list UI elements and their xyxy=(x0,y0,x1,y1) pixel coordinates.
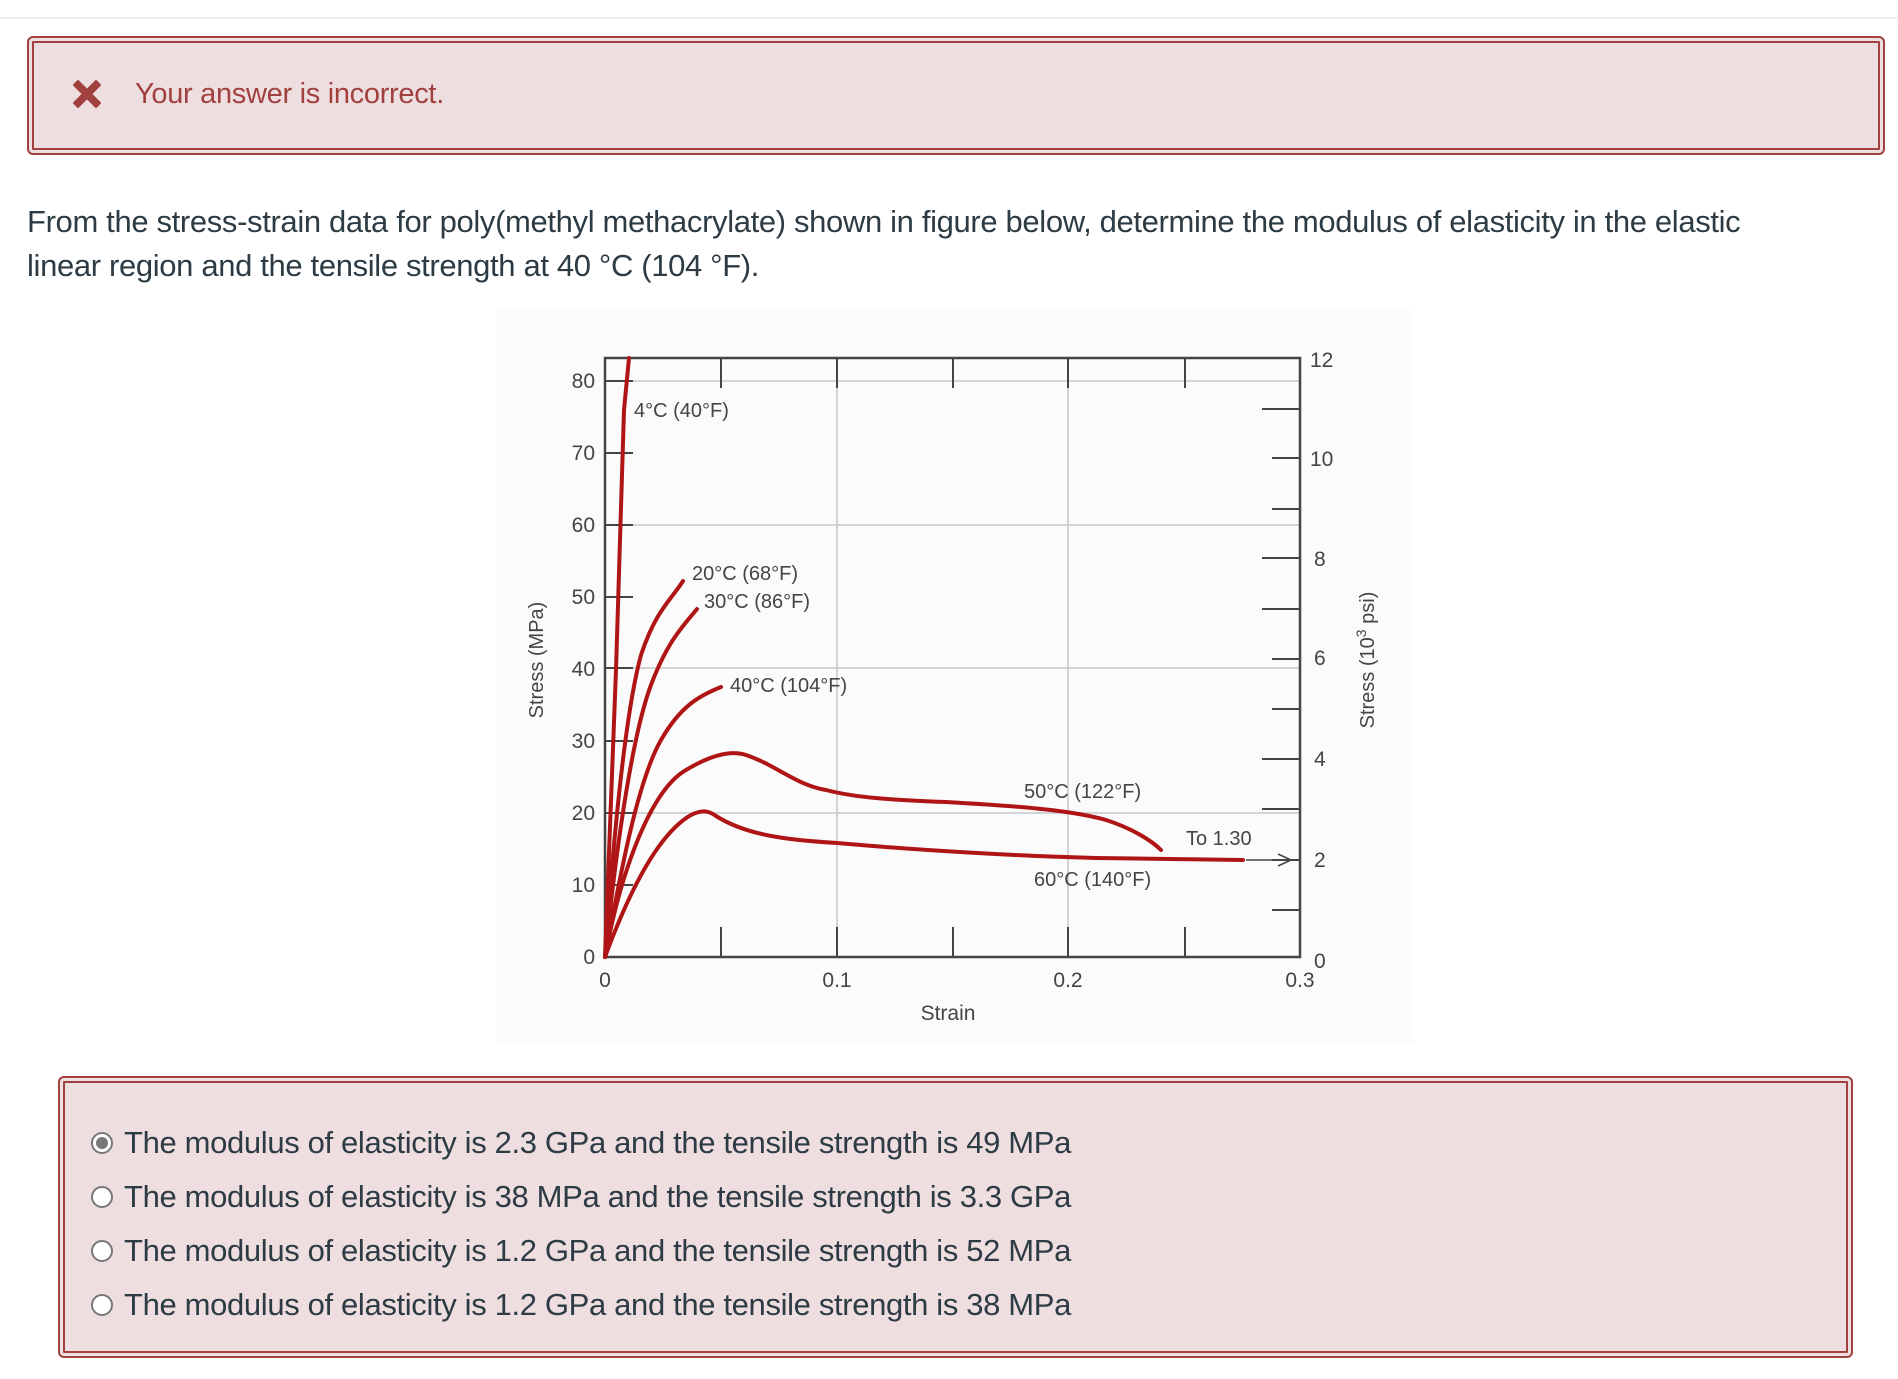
svg-text:0.2: 0.2 xyxy=(1053,969,1082,992)
left-axis-title: Stress (MPa) xyxy=(526,602,548,719)
stress-strain-figure: 0 10 20 30 40 50 60 70 80 0 0.1 0.2 0.3 … xyxy=(496,310,1413,1043)
svg-text:4: 4 xyxy=(1314,748,1326,771)
curve-labels: 4°C (40°F) 20°C (68°F) 30°C (86°F) 40°C … xyxy=(634,400,1252,891)
svg-text:0.1: 0.1 xyxy=(822,969,851,992)
answer-option-1[interactable]: The modulus of elasticity is 2.3 GPa and… xyxy=(91,1120,1071,1166)
grid-lines xyxy=(605,358,1300,957)
label-40c: 40°C (104°F) xyxy=(730,675,847,697)
top-divider xyxy=(0,17,1898,19)
label-60c: 60°C (140°F) xyxy=(1034,869,1151,891)
curve-4c xyxy=(603,356,631,959)
svg-text:12: 12 xyxy=(1310,349,1333,372)
curve-40c xyxy=(603,685,723,959)
feedback-message: Your answer is incorrect. xyxy=(135,78,444,110)
answer-choices: The modulus of elasticity is 2.3 GPa and… xyxy=(58,1076,1853,1358)
question-line-1: From the stress-strain data for poly(met… xyxy=(27,204,1741,239)
svg-text:8: 8 xyxy=(1314,548,1326,571)
question-text: From the stress-strain data for poly(met… xyxy=(27,200,1867,288)
answer-option-label: The modulus of elasticity is 2.3 GPa and… xyxy=(124,1125,1071,1160)
answer-option-label: The modulus of elasticity is 1.2 GPa and… xyxy=(124,1233,1071,1268)
answer-option-3[interactable]: The modulus of elasticity is 1.2 GPa and… xyxy=(91,1228,1071,1274)
stress-strain-chart: 0 10 20 30 40 50 60 70 80 0 0.1 0.2 0.3 … xyxy=(526,349,1379,1025)
incorrect-feedback-banner: Your answer is incorrect. xyxy=(27,36,1885,155)
svg-text:50: 50 xyxy=(572,586,595,609)
right-axis-title: Stress (103 psi) xyxy=(1353,592,1379,729)
answer-option-4[interactable]: The modulus of elasticity is 1.2 GPa and… xyxy=(91,1282,1071,1328)
svg-text:0: 0 xyxy=(1314,950,1326,973)
radio-selected-icon[interactable] xyxy=(91,1132,113,1154)
label-to-1-30: To 1.30 xyxy=(1186,828,1252,850)
svg-text:70: 70 xyxy=(572,442,595,465)
svg-text:0: 0 xyxy=(599,969,611,992)
svg-text:60: 60 xyxy=(572,514,595,537)
svg-text:0: 0 xyxy=(583,946,595,969)
label-20c: 20°C (68°F) xyxy=(692,563,798,585)
svg-text:0.3: 0.3 xyxy=(1285,969,1314,992)
svg-text:10: 10 xyxy=(572,874,595,897)
answer-option-2[interactable]: The modulus of elasticity is 38 MPa and … xyxy=(91,1174,1071,1220)
svg-text:40: 40 xyxy=(572,658,595,681)
svg-text:30: 30 xyxy=(572,730,595,753)
svg-text:10: 10 xyxy=(1310,448,1333,471)
curve-60c xyxy=(603,809,1245,959)
label-30c: 30°C (86°F) xyxy=(704,591,810,613)
axis-ticks xyxy=(605,358,1300,957)
x-mark-icon xyxy=(73,80,101,108)
curve-50c xyxy=(603,751,1163,959)
stress-strain-curves xyxy=(603,356,1245,959)
label-4c: 4°C (40°F) xyxy=(634,400,729,422)
answer-option-label: The modulus of elasticity is 38 MPa and … xyxy=(124,1179,1071,1214)
svg-text:2: 2 xyxy=(1314,849,1326,872)
plot-frame xyxy=(603,356,1302,959)
x-axis-title: Strain xyxy=(921,1002,976,1025)
left-axis-labels: 0 10 20 30 40 50 60 70 80 xyxy=(572,370,595,969)
svg-text:20: 20 xyxy=(572,802,595,825)
svg-text:80: 80 xyxy=(572,370,595,393)
arrow-to-1-30 xyxy=(1246,853,1293,867)
curve-20c xyxy=(603,579,685,959)
answer-option-label: The modulus of elasticity is 1.2 GPa and… xyxy=(124,1287,1071,1322)
radio-unselected-icon[interactable] xyxy=(91,1240,113,1262)
bottom-axis-labels: 0 0.1 0.2 0.3 xyxy=(599,969,1314,992)
question-line-2: linear region and the tensile strength a… xyxy=(27,248,760,283)
radio-unselected-icon[interactable] xyxy=(91,1186,113,1208)
curve-30c xyxy=(603,607,699,959)
radio-unselected-icon[interactable] xyxy=(91,1294,113,1316)
svg-text:6: 6 xyxy=(1314,647,1326,670)
label-50c: 50°C (122°F) xyxy=(1024,781,1141,803)
right-axis-labels: 0 2 4 6 8 10 12 xyxy=(1310,349,1333,973)
